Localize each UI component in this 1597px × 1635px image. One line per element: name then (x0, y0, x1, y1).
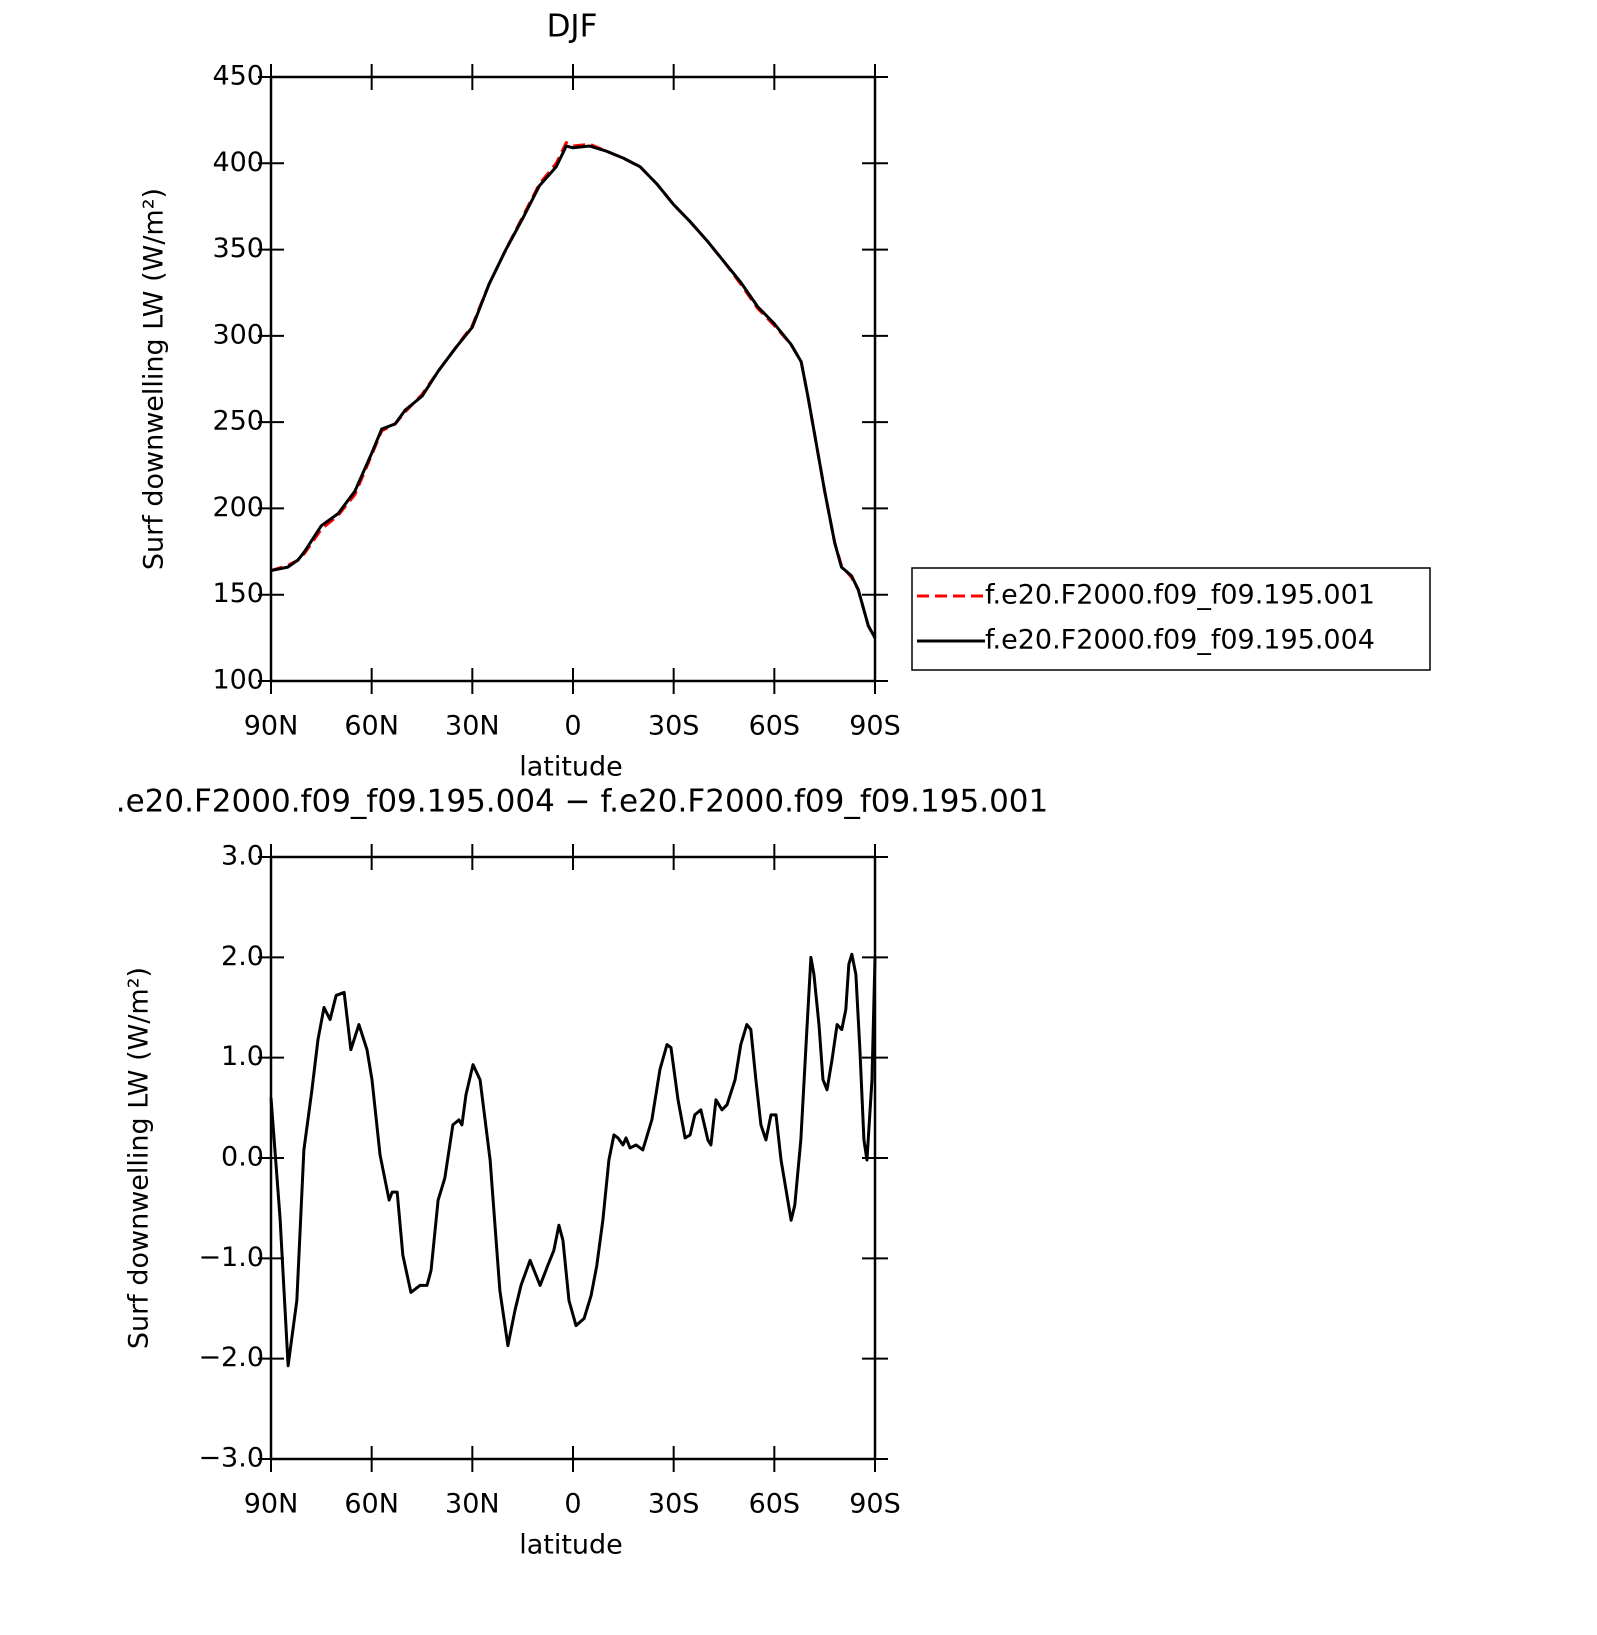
legend-label: f.e20.F2000.f09_f09.195.004 (985, 625, 1375, 656)
x-tick-label: 90S (849, 1489, 901, 1520)
x-tick-label: 30S (648, 711, 700, 742)
x-tick-label: 0 (564, 711, 581, 742)
x-tick-label: 0 (564, 1489, 581, 1520)
legend-box (911, 567, 1431, 671)
y-tick-label: 3.0 (221, 841, 264, 872)
data-line (270, 144, 877, 639)
y-tick-label: 200 (212, 492, 264, 523)
y-tick-label: 300 (212, 319, 264, 350)
y-axis-label: Surf downwelling LW (W/m²) (124, 967, 155, 1349)
x-tick-label: 60N (344, 1489, 399, 1520)
x-axis-label: latitude (519, 752, 623, 783)
x-tick-label: 90S (849, 711, 901, 742)
plot-frame (269, 855, 877, 1461)
x-tick-label: 30N (445, 1489, 500, 1520)
y-tick-label: −1.0 (198, 1242, 264, 1273)
y-tick-label: 400 (212, 147, 264, 178)
x-tick-label: 60N (344, 711, 399, 742)
x-tick-label: 60S (749, 711, 801, 742)
y-tick-label: 2.0 (221, 941, 264, 972)
x-tick-label: 30N (445, 711, 500, 742)
y-tick-label: 250 (212, 406, 264, 437)
y-tick-label: 1.0 (221, 1041, 264, 1072)
data-line (270, 141, 877, 639)
x-tick-label: 90N (244, 1489, 299, 1520)
legend-label: f.e20.F2000.f09_f09.195.001 (985, 580, 1375, 611)
chart-title: DJF (547, 9, 598, 45)
y-tick-label: −2.0 (198, 1342, 264, 1373)
chart-title: .e20.F2000.f09_f09.195.004 − f.e20.F2000… (116, 784, 1048, 820)
y-tick-label: 100 (212, 665, 264, 696)
y-axis-label: Surf downwelling LW (W/m²) (139, 188, 170, 570)
plot-frame (269, 75, 877, 683)
x-axis-label: latitude (519, 1530, 623, 1561)
x-tick-label: 30S (648, 1489, 700, 1520)
data-line (269, 952, 877, 1368)
y-tick-label: 450 (212, 61, 264, 92)
y-tick-label: 350 (212, 233, 264, 264)
x-tick-label: 90N (244, 711, 299, 742)
y-tick-label: −3.0 (198, 1443, 264, 1474)
y-tick-label: 0.0 (221, 1142, 264, 1173)
y-tick-label: 150 (212, 578, 264, 609)
x-tick-label: 60S (749, 1489, 801, 1520)
